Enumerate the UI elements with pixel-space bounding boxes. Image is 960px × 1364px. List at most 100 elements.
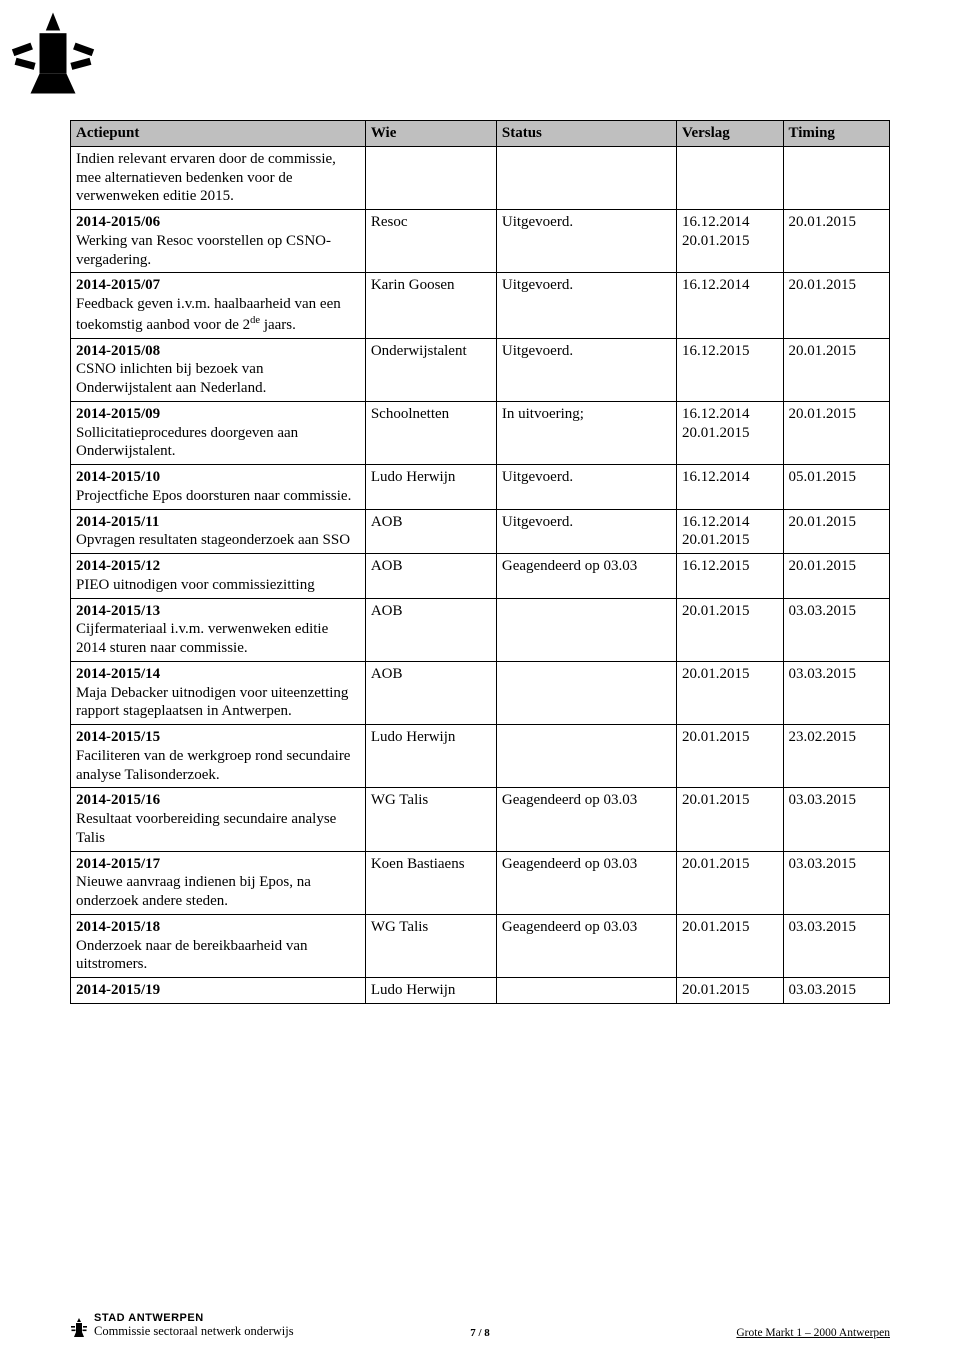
cell-wie: WG Talis [365, 914, 496, 977]
cell-wie: AOB [365, 509, 496, 554]
cell-verslag: 16.12.2014 20.01.2015 [677, 210, 783, 273]
table-row: Indien relevant ervaren door de commissi… [71, 146, 890, 209]
footer-stad-label: STAD ANTWERPEN [94, 1312, 294, 1324]
actiepunt-code: 2014-2015/11 [76, 514, 159, 530]
cell-timing: 20.01.2015 [783, 401, 890, 464]
cell-wie: Ludo Herwijn [365, 978, 496, 1004]
cell-status: Geagendeerd op 03.03 [496, 554, 676, 599]
cell-wie: Koen Bastiaens [365, 851, 496, 914]
actiepunt-code: 2014-2015/06 [76, 214, 160, 230]
cell-timing: 20.01.2015 [783, 338, 890, 401]
cell-actiepunt: 2014-2015/06 Werking van Resoc voorstelle… [71, 210, 366, 273]
cell-timing: 05.01.2015 [783, 465, 890, 510]
footer-logo-icon [70, 1317, 88, 1339]
cell-timing: 03.03.2015 [783, 978, 890, 1004]
table-row: 2014-2015/10Projectfiche Epos doorsturen… [71, 465, 890, 510]
actiepunt-code: 2014-2015/09 [76, 406, 160, 422]
cell-status [496, 661, 676, 724]
table-row: 2014-2015/13 Cijfermateriaal i.v.m. verwe… [71, 598, 890, 661]
cell-status: In uitvoering; [496, 401, 676, 464]
actiepunt-text: Maja Debacker uitnodigen voor uiteenzett… [76, 685, 348, 720]
cell-verslag: 20.01.2015 [677, 914, 783, 977]
actiepunt-text: Cijfermateriaal i.v.m. verwenweken editi… [76, 621, 328, 656]
table-row: 2014-2015/08CSNO inlichten bij bezoek va… [71, 338, 890, 401]
cell-wie: Schoolnetten [365, 401, 496, 464]
cell-status: Geagendeerd op 03.03 [496, 788, 676, 851]
cell-status: Uitgevoerd. [496, 465, 676, 510]
header-wie: Wie [365, 121, 496, 147]
cell-actiepunt: 2014-2015/07Feedback geven i.v.m. haalba… [71, 273, 366, 338]
cell-timing: 20.01.2015 [783, 554, 890, 599]
table-row: 2014-2015/17 Nieuwe aanvraag indienen bij… [71, 851, 890, 914]
actiepunt-code: 2014-2015/15 [76, 729, 160, 745]
actiepunt-code: 2014-2015/14 [76, 666, 160, 682]
cell-status: Geagendeerd op 03.03 [496, 914, 676, 977]
table-row: 2014-2015/11 Opvragen resultaten stageond… [71, 509, 890, 554]
cell-wie: Onderwijstalent [365, 338, 496, 401]
actiepunt-text: Indien relevant ervaren door de commissi… [76, 151, 336, 205]
cell-wie: Ludo Herwijn [365, 725, 496, 788]
actiepunt-code: 2014-2015/17 [76, 856, 160, 872]
cell-actiepunt: 2014-2015/14 Maja Debacker uitnodigen voo… [71, 661, 366, 724]
cell-actiepunt: Indien relevant ervaren door de commissi… [71, 146, 366, 209]
city-logo [8, 8, 98, 98]
cell-actiepunt: 2014-2015/19 [71, 978, 366, 1004]
cell-status: Uitgevoerd. [496, 210, 676, 273]
cell-wie: Resoc [365, 210, 496, 273]
table-row: 2014-2015/19Ludo Herwijn20.01.201503.03.… [71, 978, 890, 1004]
cell-actiepunt: 2014-2015/15Faciliteren van de werkgroep… [71, 725, 366, 788]
cell-actiepunt: 2014-2015/09 Sollicitatieprocedures doorg… [71, 401, 366, 464]
actiepunt-text: Onderzoek naar de bereikbaarheid van uit… [76, 938, 308, 973]
actiepunt-code: 2014-2015/18 [76, 919, 160, 935]
cell-status [496, 598, 676, 661]
cell-status [496, 725, 676, 788]
table-row: 2014-2015/06 Werking van Resoc voorstelle… [71, 210, 890, 273]
cell-status: Uitgevoerd. [496, 509, 676, 554]
cell-actiepunt: 2014-2015/13 Cijfermateriaal i.v.m. verwe… [71, 598, 366, 661]
table-row: 2014-2015/15Faciliteren van de werkgroep… [71, 725, 890, 788]
action-table: Actiepunt Wie Status Verslag Timing Indi… [70, 120, 890, 1004]
cell-verslag: 16.12.2015 [677, 554, 783, 599]
actiepunt-text: Werking van Resoc voorstellen op CSNO-ve… [76, 233, 331, 268]
actiepunt-code: 2014-2015/08 [76, 343, 160, 359]
cell-timing [783, 146, 890, 209]
cell-actiepunt: 2014-2015/16Resultaat voorbereiding secu… [71, 788, 366, 851]
cell-actiepunt: 2014-2015/11 Opvragen resultaten stageond… [71, 509, 366, 554]
table-row: 2014-2015/09 Sollicitatieprocedures doorg… [71, 401, 890, 464]
cell-status [496, 146, 676, 209]
cell-verslag: 20.01.2015 [677, 851, 783, 914]
cell-wie: Karin Goosen [365, 273, 496, 338]
cell-verslag: 20.01.2015 [677, 725, 783, 788]
actiepunt-text: PIEO uitnodigen voor commissiezitting [76, 577, 315, 593]
cell-verslag: 16.12.2014 [677, 465, 783, 510]
cell-verslag: 16.12.2014 20.01.2015 [677, 401, 783, 464]
cell-verslag: 20.01.2015 [677, 788, 783, 851]
actiepunt-text: Opvragen resultaten stageonderzoek aan S… [76, 532, 350, 548]
cell-verslag: 16.12.2015 [677, 338, 783, 401]
table-row: 2014-2015/16Resultaat voorbereiding secu… [71, 788, 890, 851]
cell-status: Uitgevoerd. [496, 273, 676, 338]
header-verslag: Verslag [677, 121, 783, 147]
actiepunt-text: Sollicitatieprocedures doorgeven aan Ond… [76, 425, 298, 460]
cell-timing: 23.02.2015 [783, 725, 890, 788]
cell-timing: 03.03.2015 [783, 851, 890, 914]
actiepunt-text: Projectfiche Epos doorsturen naar commis… [76, 488, 351, 504]
cell-timing: 20.01.2015 [783, 509, 890, 554]
cell-wie: AOB [365, 554, 496, 599]
actiepunt-text: Nieuwe aanvraag indienen bij Epos, na on… [76, 874, 311, 909]
cell-wie: WG Talis [365, 788, 496, 851]
cell-wie: Ludo Herwijn [365, 465, 496, 510]
header-actiepunt: Actiepunt [71, 121, 366, 147]
header-status: Status [496, 121, 676, 147]
actiepunt-text: Feedback geven i.v.m. haalbaarheid van e… [76, 296, 341, 333]
table-row: 2014-2015/07Feedback geven i.v.m. haalba… [71, 273, 890, 338]
header-timing: Timing [783, 121, 890, 147]
cell-timing: 03.03.2015 [783, 598, 890, 661]
cell-timing: 20.01.2015 [783, 273, 890, 338]
table-row: 2014-2015/12PIEO uitnodigen voor commiss… [71, 554, 890, 599]
cell-verslag: 16.12.2014 [677, 273, 783, 338]
actiepunt-code: 2014-2015/19 [76, 982, 160, 998]
actiepunt-code: 2014-2015/16 [76, 792, 160, 808]
actiepunt-code: 2014-2015/13 [76, 603, 160, 619]
cell-wie: AOB [365, 661, 496, 724]
